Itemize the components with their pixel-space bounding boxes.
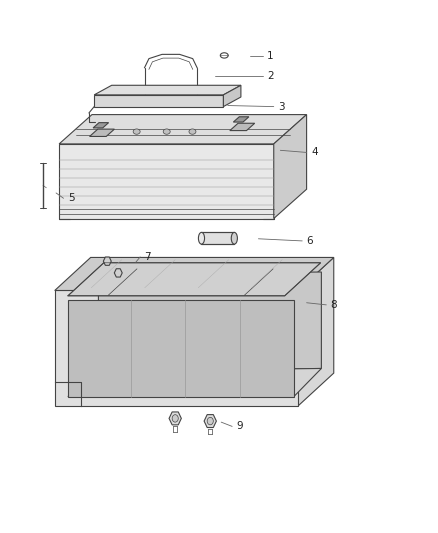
Polygon shape bbox=[68, 263, 321, 296]
FancyBboxPatch shape bbox=[105, 264, 110, 272]
Circle shape bbox=[207, 417, 213, 425]
Polygon shape bbox=[59, 144, 274, 219]
Polygon shape bbox=[204, 415, 216, 427]
Polygon shape bbox=[274, 115, 307, 219]
FancyBboxPatch shape bbox=[116, 276, 120, 284]
Polygon shape bbox=[93, 123, 109, 128]
Polygon shape bbox=[90, 129, 114, 136]
Text: 7: 7 bbox=[145, 252, 151, 262]
Polygon shape bbox=[68, 368, 321, 397]
Polygon shape bbox=[298, 257, 334, 406]
Text: 1: 1 bbox=[267, 51, 274, 61]
Ellipse shape bbox=[189, 129, 196, 134]
Polygon shape bbox=[103, 257, 111, 265]
Ellipse shape bbox=[133, 129, 140, 134]
Text: 5: 5 bbox=[68, 193, 74, 203]
Ellipse shape bbox=[220, 53, 228, 58]
Text: 9: 9 bbox=[237, 422, 243, 431]
Text: 4: 4 bbox=[311, 148, 318, 157]
Polygon shape bbox=[169, 412, 181, 425]
Polygon shape bbox=[55, 290, 298, 406]
Polygon shape bbox=[68, 300, 294, 397]
Circle shape bbox=[172, 415, 178, 422]
Polygon shape bbox=[94, 95, 223, 107]
Polygon shape bbox=[201, 232, 234, 244]
Polygon shape bbox=[59, 115, 307, 144]
Ellipse shape bbox=[163, 129, 170, 134]
Polygon shape bbox=[55, 257, 334, 290]
Polygon shape bbox=[230, 123, 255, 131]
Polygon shape bbox=[99, 272, 321, 372]
Text: 2: 2 bbox=[267, 71, 274, 80]
Polygon shape bbox=[233, 117, 249, 122]
Text: 8: 8 bbox=[331, 300, 337, 310]
Text: 6: 6 bbox=[307, 236, 313, 246]
Ellipse shape bbox=[231, 232, 237, 244]
Polygon shape bbox=[223, 85, 241, 107]
Polygon shape bbox=[114, 269, 122, 277]
Polygon shape bbox=[94, 85, 241, 95]
Text: 3: 3 bbox=[278, 102, 285, 111]
Ellipse shape bbox=[198, 232, 205, 244]
